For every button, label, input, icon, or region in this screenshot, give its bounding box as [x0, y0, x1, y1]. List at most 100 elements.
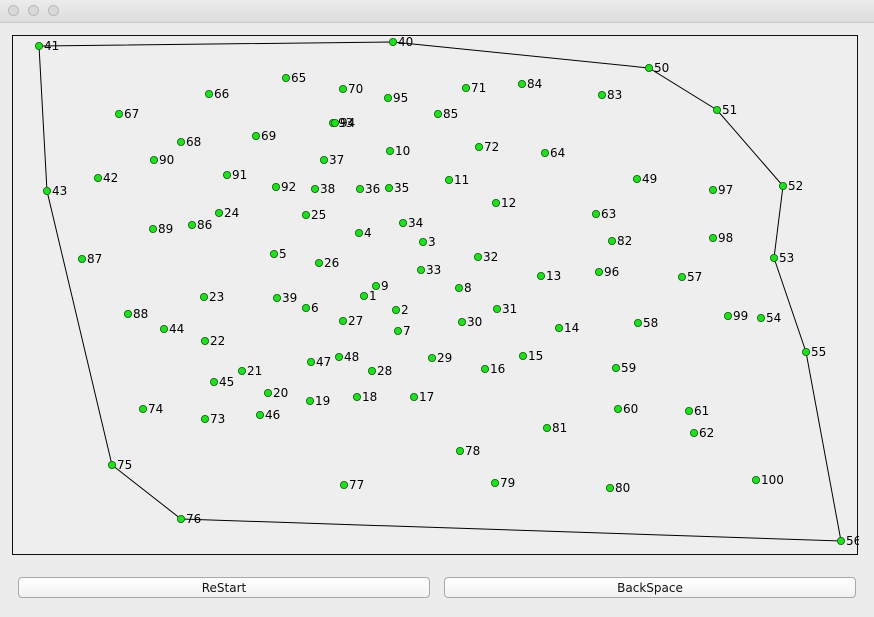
point-marker [371, 281, 380, 290]
point-marker [612, 363, 621, 372]
point-label: 42 [103, 171, 118, 185]
point-label: 36 [365, 182, 380, 196]
point-marker [237, 366, 246, 375]
point-marker [473, 252, 482, 261]
point-marker [606, 483, 615, 492]
point-16: 16 [480, 362, 505, 376]
point-label: 93 [338, 116, 353, 130]
point-label: 46 [265, 408, 280, 422]
point-label: 21 [247, 364, 262, 378]
point-label: 98 [718, 231, 733, 245]
point-marker [176, 514, 185, 523]
point-3: 3 [418, 235, 436, 249]
point-marker [339, 480, 348, 489]
point-marker [319, 156, 328, 165]
minimize-window-button[interactable] [28, 5, 39, 16]
point-marker [457, 317, 466, 326]
point-marker [272, 293, 281, 302]
point-marker [367, 366, 376, 375]
point-marker [281, 74, 290, 83]
point-label: 41 [44, 39, 59, 53]
point-label: 76 [186, 512, 201, 526]
point-marker [200, 414, 209, 423]
point-marker [416, 265, 425, 274]
point-88: 88 [124, 307, 148, 321]
point-label: 72 [484, 140, 499, 154]
point-label: 1 [369, 289, 377, 303]
point-label: 38 [320, 182, 335, 196]
point-marker [149, 156, 158, 165]
point-marker [409, 392, 418, 401]
point-marker [491, 198, 500, 207]
point-71: 71 [461, 81, 486, 95]
point-marker [338, 316, 347, 325]
point-48: 48 [334, 350, 359, 364]
point-label: 31 [502, 302, 517, 316]
point-marker [301, 210, 310, 219]
point-label: 54 [766, 311, 781, 325]
point-57: 57 [678, 270, 702, 284]
point-marker [338, 85, 347, 94]
point-37: 37 [319, 153, 344, 167]
point-marker [209, 377, 218, 386]
point-marker [543, 423, 552, 432]
point-marker [685, 406, 694, 415]
point-marker [608, 236, 617, 245]
point-68: 68 [176, 135, 201, 149]
point-label: 79 [500, 476, 515, 490]
convex-hull-line [38, 41, 842, 542]
drawing-canvas[interactable]: 1 2 3 4 5 6 7 8 9 10 11 12 13 14 15 16 17 18 19 20 21 22 23 24 2… [12, 35, 859, 556]
point-38: 38 [310, 182, 335, 196]
zoom-window-button[interactable] [48, 5, 59, 16]
close-window-button[interactable] [8, 5, 19, 16]
point-label: 6 [311, 301, 319, 315]
point-61: 61 [685, 404, 709, 418]
point-marker [78, 254, 87, 263]
restart-button[interactable]: ReStart [18, 577, 430, 598]
point-label: 91 [232, 168, 247, 182]
point-95: 95 [383, 91, 408, 105]
point-label: 43 [52, 184, 67, 198]
point-marker [418, 237, 427, 246]
point-20: 20 [263, 386, 288, 400]
point-76: 76 [176, 512, 201, 526]
point-marker [263, 388, 272, 397]
point-27: 27 [338, 314, 363, 328]
point-31: 31 [492, 302, 517, 316]
point-92: 92 [271, 180, 296, 194]
point-label: 9 [381, 279, 389, 293]
point-marker [480, 364, 489, 373]
point-43: 43 [42, 184, 67, 198]
point-58: 58 [634, 316, 658, 330]
backspace-button[interactable]: BackSpace [444, 577, 856, 598]
point-label: 34 [408, 216, 423, 230]
point-marker [455, 446, 464, 455]
point-label: 71 [471, 81, 486, 95]
point-label: 78 [465, 444, 480, 458]
point-90: 90 [149, 153, 174, 167]
point-6: 6 [301, 301, 319, 315]
point-marker [176, 138, 185, 147]
point-label: 16 [490, 362, 505, 376]
point-marker [770, 253, 779, 262]
point-79: 79 [490, 476, 515, 490]
point-41: 41 [34, 39, 59, 53]
point-label: 10 [395, 144, 410, 158]
point-label: 3 [428, 235, 436, 249]
point-86: 86 [187, 218, 212, 232]
point-label: 66 [214, 87, 229, 101]
point-marker [752, 475, 761, 484]
point-marker [461, 84, 470, 93]
point-marker [204, 90, 213, 99]
point-18: 18 [352, 390, 377, 404]
point-marker [271, 182, 280, 191]
point-marker [139, 404, 148, 413]
point-81: 81 [543, 421, 567, 435]
point-78: 78 [455, 444, 480, 458]
point-label: 13 [546, 269, 561, 283]
point-label: 23 [209, 290, 224, 304]
point-label: 53 [779, 251, 794, 265]
point-26: 26 [314, 256, 339, 270]
point-marker [645, 63, 654, 72]
